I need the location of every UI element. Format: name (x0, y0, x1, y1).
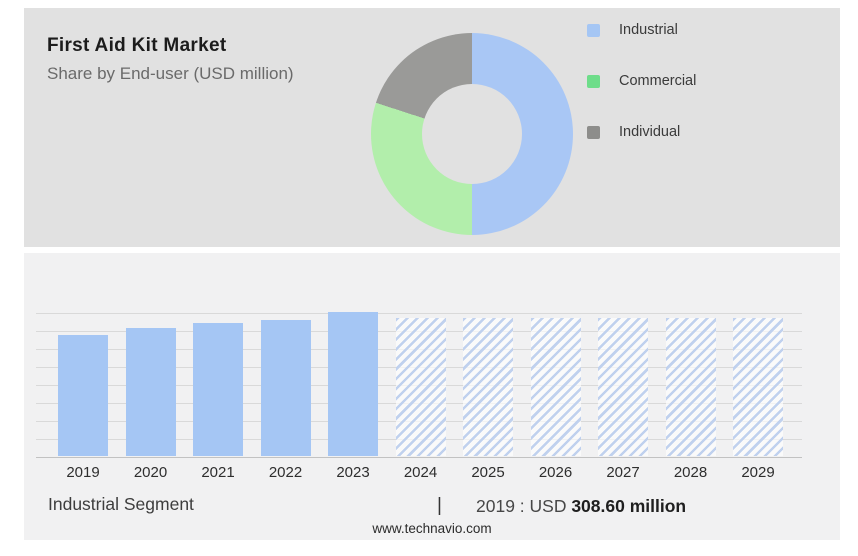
bar-slot-2027: 2027 (598, 313, 648, 481)
forecast-bar-2025 (463, 318, 513, 456)
bar-slot-2019: 2019 (58, 313, 108, 481)
bar-2020 (125, 328, 176, 456)
donut-chart (371, 33, 573, 235)
caption-value: 2019 : USD 308.60 million (476, 496, 686, 517)
caption-value-prefix: 2019 : USD (476, 496, 572, 516)
gridline (36, 313, 802, 314)
bar-chart: 2019 2020 2021 2022 2023 2024 2025 2026 2027 2028… (36, 312, 802, 481)
bar-2023 (328, 312, 378, 456)
x-tick-label-2029: 2029 (741, 464, 775, 481)
bar-2019 (58, 335, 108, 456)
bar-2022 (260, 320, 311, 456)
x-tick-label-2021: 2021 (201, 464, 235, 481)
legend-label: Industrial (619, 22, 678, 38)
segment-caption: Industrial Segment (48, 494, 194, 514)
x-tick-label-2025: 2025 (471, 464, 505, 481)
x-tick-label-2028: 2028 (673, 464, 708, 481)
forecast-bar-2029 (733, 318, 783, 456)
bar-slot-2022: 2022 (260, 313, 311, 481)
x-tick-label-2020: 2020 (133, 464, 168, 481)
bar-slot-2023: 2023 (328, 312, 378, 481)
page-subtitle: Share by End-user (USD million) (47, 64, 294, 83)
legend-item-commercial: Commercial (587, 73, 697, 89)
bar-slot-2021: 2021 (193, 313, 243, 481)
forecast-bar-2026 (530, 318, 581, 456)
legend-swatch (587, 23, 600, 37)
legend-item-industrial: Industrial (587, 22, 696, 38)
chart-legend: Industrial Commercial Individual (587, 22, 697, 140)
bar-slot-2025: 2025 (463, 313, 513, 481)
legend-swatch (587, 125, 600, 139)
forecast-bar-2028 (665, 318, 716, 456)
bar-slot-2028: 2028 (665, 313, 716, 481)
page-title: First Aid Kit Market (47, 35, 227, 56)
legend-label: Commercial (619, 73, 697, 89)
x-axis-line (36, 457, 802, 458)
bottom-panel: 2019 2020 2021 2022 2023 2024 2025 2026 2027 2028… (24, 253, 840, 540)
website-url: www.technavio.com (372, 521, 492, 536)
caption-separator: | (437, 495, 442, 516)
legend-swatch (587, 74, 600, 88)
legend-label: Individual (619, 124, 681, 140)
caption-value-amount: 308.60 million (571, 496, 687, 516)
bar-slot-2020: 2020 (125, 313, 176, 481)
bar-2021 (193, 323, 243, 456)
x-tick-label-2023: 2023 (336, 464, 370, 481)
donut-hole (422, 84, 522, 184)
forecast-bar-2024 (395, 318, 446, 456)
x-tick-label-2019: 2019 (66, 464, 100, 481)
bar-slot-2024: 2024 (395, 313, 446, 481)
x-tick-label-2022: 2022 (268, 464, 303, 481)
legend-item-individual: Individual (587, 124, 696, 140)
bar-slot-2026: 2026 (530, 313, 581, 481)
x-tick-label-2026: 2026 (538, 464, 573, 481)
bar-slot-2029: 2029 (733, 313, 783, 481)
forecast-bar-2027 (598, 318, 648, 456)
x-tick-label-2024: 2024 (403, 464, 438, 481)
top-panel: First Aid Kit Market Share by End-user (… (24, 8, 840, 247)
x-tick-label-2027: 2027 (606, 464, 640, 481)
